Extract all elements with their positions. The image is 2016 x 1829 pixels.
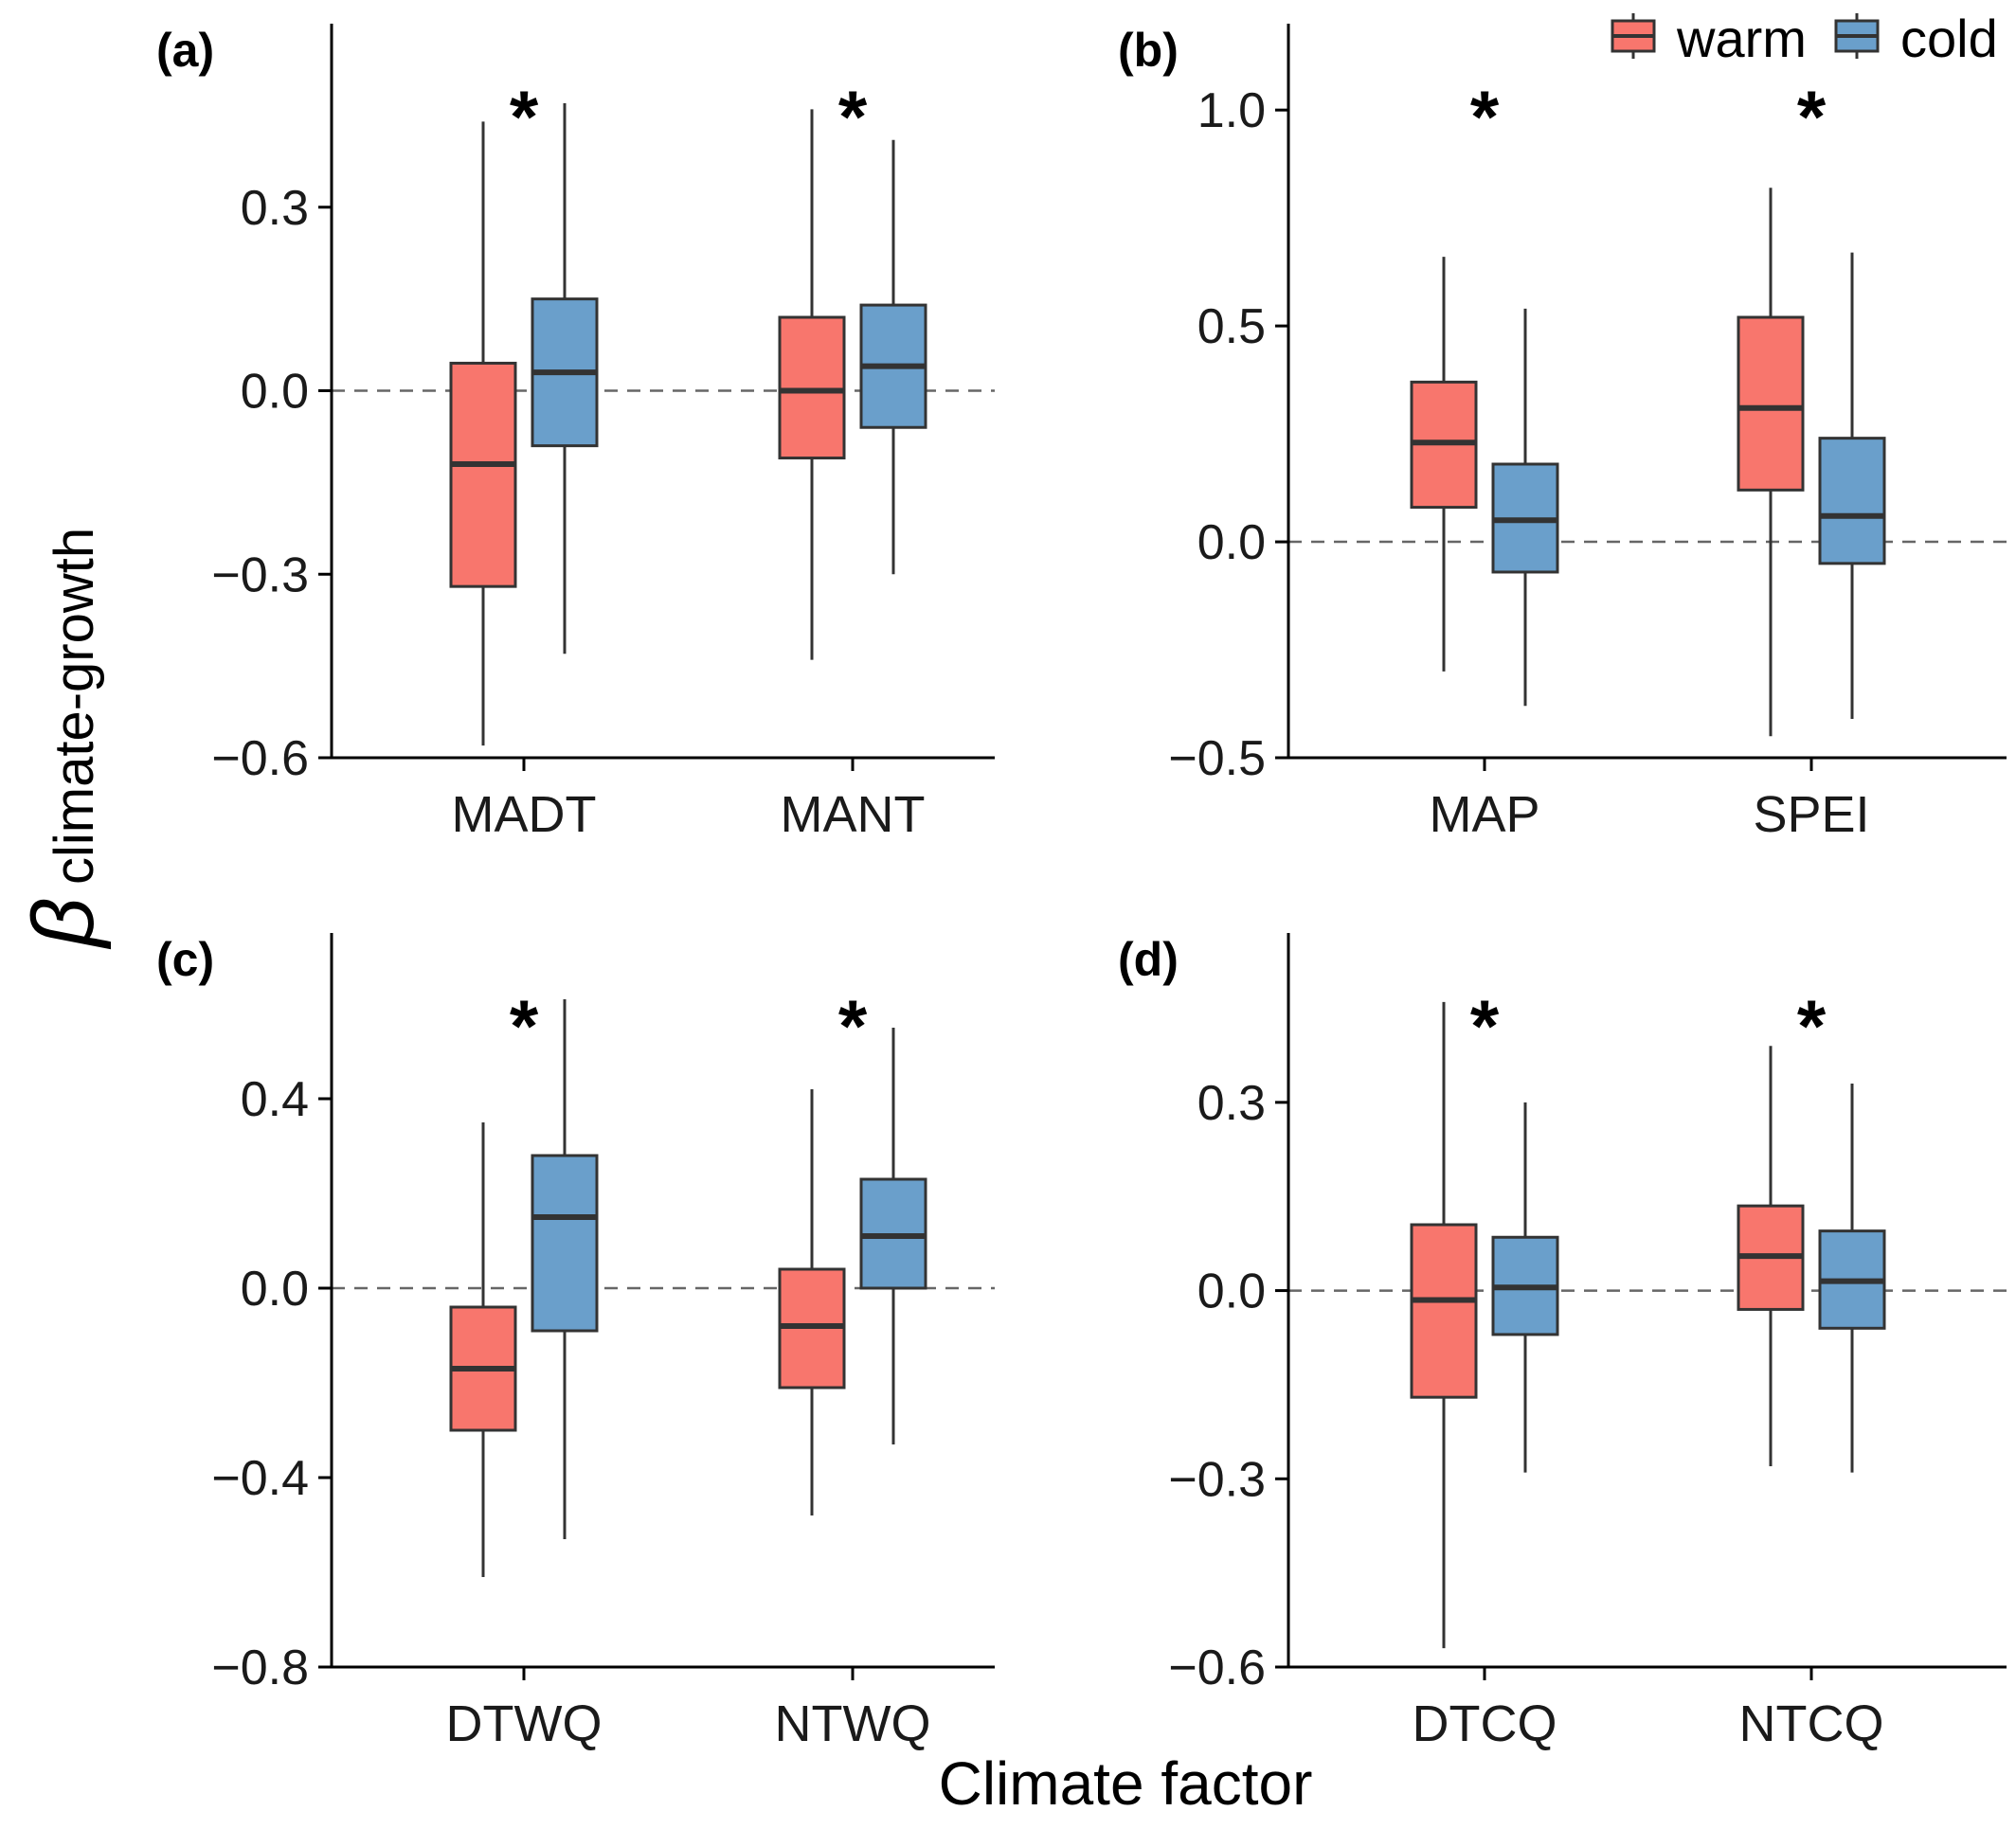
y-tick-label: 0.0 xyxy=(1197,1264,1266,1319)
y-axis-title: β climate-growth xyxy=(15,528,112,950)
box-iqr xyxy=(531,1154,599,1333)
y-axis-title-symbol: β xyxy=(15,897,112,950)
y-tick-label: −0.5 xyxy=(1168,731,1266,786)
box-warm-madt xyxy=(449,121,517,746)
box-cold-mant xyxy=(859,139,927,575)
y-tick-label: −0.3 xyxy=(211,547,309,602)
y-tick-label: −0.6 xyxy=(211,731,309,786)
panel-d: −0.6 −0.3 0.0 0.3 DTCQ * NTCQ * (d) xyxy=(1118,933,2007,1752)
x-tick-label: SPEI xyxy=(1753,786,1869,843)
panel-label: (b) xyxy=(1118,24,1179,77)
x-tick-label: MADT xyxy=(452,786,597,843)
panel-label: (a) xyxy=(156,24,214,77)
significance-asterisk: * xyxy=(510,984,539,1067)
legend-key-cold xyxy=(1834,13,1880,59)
significance-asterisk: * xyxy=(1797,75,1827,158)
box-cold-dtcq xyxy=(1491,1102,1559,1473)
box-cold-spei xyxy=(1818,252,1886,719)
y-tick-label: 1.0 xyxy=(1197,83,1266,138)
x-axis-title: Climate factor xyxy=(939,1749,1313,1818)
box-iqr xyxy=(1737,315,1805,492)
legend-label-warm: warm xyxy=(1676,9,1807,68)
box-iqr xyxy=(778,315,846,460)
panel-a: −0.6 −0.3 0.0 0.3 MADT * MANT * (a) xyxy=(156,24,995,843)
significance-asterisk: * xyxy=(1470,75,1500,158)
box-warm-spei xyxy=(1737,188,1805,737)
significance-asterisk: * xyxy=(1797,984,1827,1067)
significance-asterisk: * xyxy=(510,75,539,158)
x-tick-label: DTWQ xyxy=(446,1695,603,1752)
panel-b: −0.5 0.0 0.5 1.0 MAP * SPEI * (b) xyxy=(1118,24,2007,843)
box-cold-map xyxy=(1491,308,1559,707)
y-tick-label: −0.8 xyxy=(211,1641,309,1695)
y-tick-label: −0.4 xyxy=(211,1451,309,1506)
box-warm-dtcq xyxy=(1410,1001,1478,1649)
legend-label-cold: cold xyxy=(1900,9,1998,68)
box-warm-map xyxy=(1410,257,1478,672)
significance-asterisk: * xyxy=(838,75,868,158)
box-cold-ntcq xyxy=(1818,1083,1886,1473)
x-tick-label: MAP xyxy=(1429,786,1539,843)
y-tick-label: 0.5 xyxy=(1197,299,1266,354)
y-tick-label: 0.0 xyxy=(1197,515,1266,570)
legend: warm cold xyxy=(1611,9,1998,68)
box-iqr xyxy=(449,361,517,588)
box-warm-ntwq xyxy=(778,1089,846,1515)
y-tick-label: −0.3 xyxy=(1168,1452,1266,1507)
box-cold-dtwq xyxy=(531,999,599,1539)
x-tick-label: NTWQ xyxy=(775,1695,931,1752)
panels: −0.6 −0.3 0.0 0.3 MADT * MANT * (a) −0.5 0.0 0.5 1.0… xyxy=(156,24,2007,1752)
box-iqr xyxy=(1818,437,1886,565)
box-warm-dtwq xyxy=(449,1122,517,1577)
box-cold-ntwq xyxy=(859,1028,927,1444)
significance-asterisk: * xyxy=(838,984,868,1067)
x-tick-label: DTCQ xyxy=(1413,1695,1557,1752)
y-tick-label: −0.6 xyxy=(1168,1641,1266,1695)
y-tick-label: 0.0 xyxy=(241,1262,309,1317)
box-warm-ntcq xyxy=(1737,1046,1805,1467)
y-tick-label: 0.3 xyxy=(241,181,309,236)
box-cold-madt xyxy=(531,102,599,654)
y-tick-label: 0.0 xyxy=(241,365,309,420)
y-tick-label: 0.4 xyxy=(241,1072,309,1127)
box-warm-mant xyxy=(778,109,846,660)
panel-c: −0.8 −0.4 0.0 0.4 DTWQ * NTWQ * (c) xyxy=(156,933,995,1752)
panel-label: (c) xyxy=(156,933,214,986)
x-tick-label: MANT xyxy=(781,786,926,843)
x-tick-label: NTCQ xyxy=(1739,1695,1884,1752)
y-axis-title-subscript: climate-growth xyxy=(44,528,105,885)
box-iqr xyxy=(1410,1223,1478,1399)
panel-label: (d) xyxy=(1118,933,1179,986)
y-tick-label: 0.3 xyxy=(1197,1076,1266,1131)
legend-key-warm xyxy=(1611,13,1656,59)
significance-asterisk: * xyxy=(1470,984,1500,1067)
